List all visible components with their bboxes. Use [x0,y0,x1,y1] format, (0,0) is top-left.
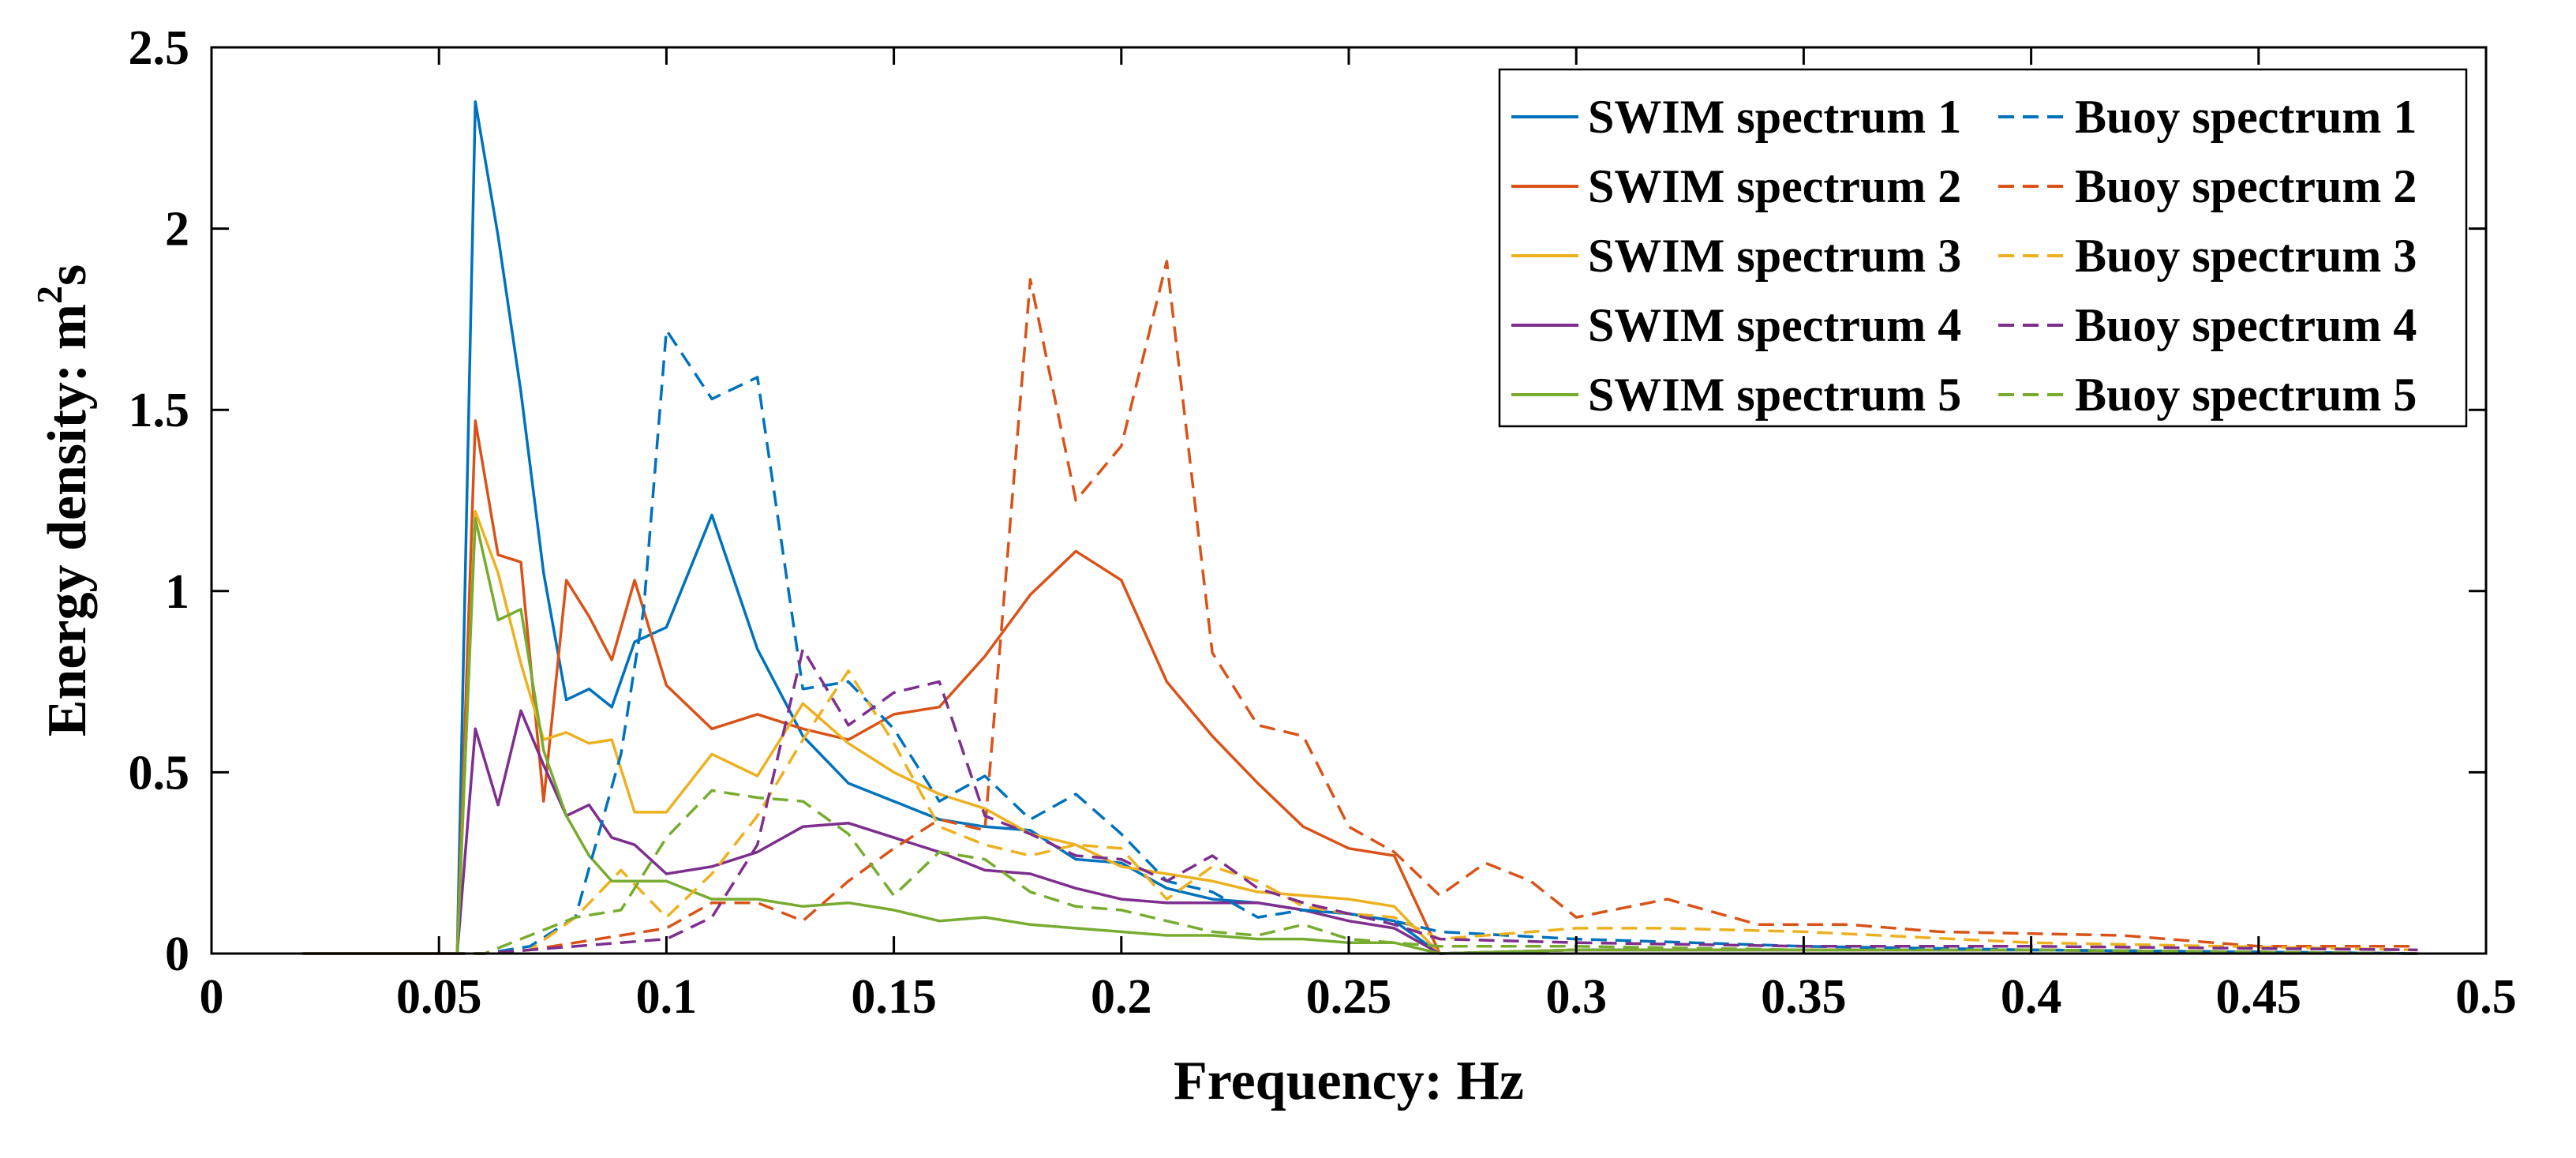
x-tick-label: 0.35 [1761,970,1847,1024]
legend-label-swim-spectrum-4: SWIM spectrum 4 [1588,299,1961,351]
y-axis-label: Energy density: m2s [29,264,98,737]
y-axis-label-suffix: s [37,264,98,286]
x-tick-label: 0.05 [396,970,482,1024]
y-tick-label: 2 [165,203,189,257]
legend-label-buoy-spectrum-2: Buoy spectrum 2 [2075,160,2417,212]
legend-box [1498,68,2468,428]
series-line-buoy-spectrum-3 [302,669,2418,955]
x-tick-label: 0.1 [636,970,698,1024]
legend-label-swim-spectrum-1: SWIM spectrum 1 [1588,91,1961,143]
x-tick-label: 0.2 [1091,970,1152,1024]
legend-label-buoy-spectrum-5: Buoy spectrum 5 [2075,369,2417,421]
y-tick-label: 1.5 [129,384,190,437]
y-tick-label: 0.5 [129,746,190,800]
series-line-swim-spectrum-3 [302,510,2418,955]
x-tick-label: 0.25 [1306,970,1392,1024]
tick-layer: 0 0.05 0.1 0.15 0.2 0.25 0.3 0.35 0.4 0.45 0.5 0 0.5… [129,21,2517,1024]
legend-label-swim-spectrum-3: SWIM spectrum 3 [1588,230,1961,282]
x-tick-label: 0.3 [1545,970,1607,1024]
y-axis-label-superscript: 2 [29,286,69,304]
legend-label-buoy-spectrum-1: Buoy spectrum 1 [2075,91,2417,143]
series-line-buoy-spectrum-2 [302,260,2418,955]
x-tick-label: 0.5 [2455,970,2517,1024]
series-line-buoy-spectrum-4 [302,647,2418,955]
y-tick-label: 0 [165,928,189,981]
series-line-buoy-spectrum-1 [302,328,2418,955]
y-tick-label: 2.5 [129,21,190,75]
x-tick-label: 0 [200,970,224,1024]
legend-label-swim-spectrum-2: SWIM spectrum 2 [1588,160,1961,212]
x-tick-label: 0.15 [851,970,937,1024]
x-tick-label: 0.45 [2216,970,2302,1024]
y-axis-label-main: Energy density: m [37,304,98,736]
legend-label-swim-spectrum-5: SWIM spectrum 5 [1588,369,1961,421]
series-line-swim-spectrum-4 [302,709,2418,955]
x-axis-label: Frequency: Hz [1174,1051,1524,1111]
y-tick-label: 1 [165,565,189,619]
series-line-buoy-spectrum-5 [302,789,2418,955]
x-tick-label: 0.4 [2001,970,2062,1024]
series-layer [302,100,2418,955]
legend-label-buoy-spectrum-3: Buoy spectrum 3 [2075,230,2417,282]
legend-label-buoy-spectrum-4: Buoy spectrum 4 [2075,299,2417,351]
legend: SWIM spectrum 1 SWIM spectrum 2 SWIM spect… [1498,68,2468,428]
